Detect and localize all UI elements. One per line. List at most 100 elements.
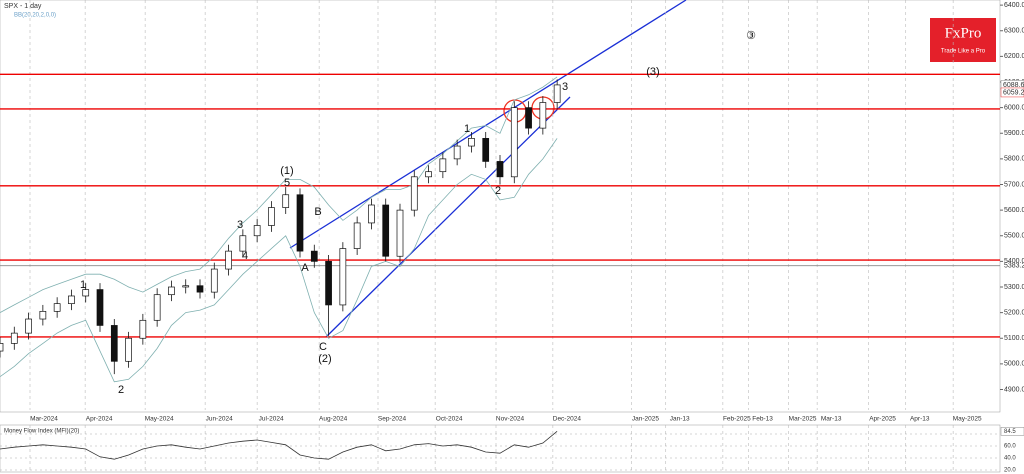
bollinger-lower bbox=[0, 138, 558, 383]
chart-title: SPX - 1 day bbox=[4, 3, 42, 10]
wave-label: 1 bbox=[464, 123, 470, 135]
candle-body bbox=[453, 145, 461, 160]
candle-body bbox=[410, 176, 418, 211]
candle-body bbox=[325, 261, 332, 306]
candle-body bbox=[168, 286, 175, 296]
y-tick-label: 6300.0 bbox=[1004, 28, 1024, 35]
mfi-last-label: 84.5 bbox=[1004, 429, 1016, 435]
mfi-tick-label: 40.0 bbox=[1004, 456, 1016, 462]
wave-label: 3 bbox=[237, 219, 243, 231]
x-tick-label: Apr-2025 bbox=[869, 416, 896, 423]
x-tick-label: Mar-2025 bbox=[789, 416, 817, 423]
x-tick-label: Dec-2024 bbox=[553, 416, 582, 423]
y-tick-label: 5600.0 bbox=[1004, 207, 1024, 214]
candle-body bbox=[525, 107, 532, 129]
y-tick-label: 5900.0 bbox=[1004, 130, 1024, 137]
price-marker-label: 6059.2 bbox=[1003, 89, 1024, 96]
y-tick-label: 5400.0 bbox=[1004, 258, 1024, 265]
candle-body bbox=[0, 343, 4, 352]
wave-label: (1) bbox=[280, 165, 293, 177]
mfi-tick-label: 20.0 bbox=[1004, 468, 1016, 474]
y-tick-label: 6000.0 bbox=[1004, 104, 1024, 111]
candle-body bbox=[239, 235, 247, 252]
x-tick-label: May-2024 bbox=[145, 416, 174, 423]
x-tick-label: Sep-2024 bbox=[378, 416, 407, 423]
x-tick-label: Mar-13 bbox=[821, 416, 842, 423]
mfi-tick-label: 60.0 bbox=[1004, 444, 1016, 450]
y-tick-label: 4900.0 bbox=[1004, 386, 1024, 393]
y-tick-label: 5700.0 bbox=[1004, 181, 1024, 188]
candle-body bbox=[210, 268, 218, 293]
candle-body bbox=[125, 337, 132, 362]
y-tick-label: 6400.0 bbox=[1004, 2, 1024, 9]
candle-body bbox=[68, 295, 75, 305]
brand-tagline: Trade Like a Pro bbox=[941, 49, 986, 55]
candle-body bbox=[53, 303, 61, 312]
candle-body bbox=[353, 222, 361, 249]
candle-body bbox=[182, 285, 190, 288]
price-level-label: 5383.2 bbox=[1004, 263, 1024, 270]
x-tick-label: Feb-13 bbox=[752, 416, 773, 423]
lower-trendline bbox=[325, 96, 571, 338]
candle-body bbox=[25, 318, 32, 334]
y-tick-label: 5200.0 bbox=[1004, 309, 1024, 316]
last-price-label: 6088.6 bbox=[1003, 82, 1024, 89]
x-tick-label: Apr-13 bbox=[910, 416, 930, 423]
mfi-panel bbox=[0, 424, 1001, 473]
price-box bbox=[1000, 427, 1024, 436]
y-tick-label: 5300.0 bbox=[1004, 284, 1024, 291]
y-tick-label: 6200.0 bbox=[1004, 53, 1024, 60]
wave-label: B bbox=[314, 206, 321, 218]
brand-logo bbox=[930, 18, 996, 62]
wave-label: 1 bbox=[80, 279, 86, 291]
x-tick-label: Jul-2024 bbox=[259, 416, 284, 423]
wave-label: 2 bbox=[118, 384, 124, 396]
candle-body bbox=[425, 171, 432, 178]
candle-body bbox=[382, 204, 390, 257]
wave-label: 5 bbox=[284, 177, 290, 189]
price-panel bbox=[0, 0, 1001, 413]
candle-body bbox=[482, 138, 490, 162]
candle-body bbox=[153, 294, 161, 321]
candle-body bbox=[253, 225, 261, 237]
candle-body bbox=[196, 285, 204, 293]
mfi-title: Money Flow Index (MFI)(20) bbox=[4, 429, 79, 435]
x-tick-label: Mar-2024 bbox=[30, 416, 58, 423]
x-tick-label: Oct-2024 bbox=[436, 416, 463, 423]
wave-label: ③ bbox=[746, 30, 756, 42]
wave-label: C bbox=[319, 341, 327, 353]
upper-trendline bbox=[289, 0, 687, 249]
candle-body bbox=[510, 107, 518, 178]
candle-body bbox=[468, 138, 475, 147]
indicator-label: BB(20,20,2,0,0) bbox=[14, 13, 56, 19]
candle-body bbox=[10, 332, 18, 344]
wave-label: A bbox=[301, 262, 309, 274]
wave-label: 3 bbox=[562, 81, 568, 93]
x-tick-label: Aug-2024 bbox=[319, 416, 348, 423]
x-tick-label: Jan-13 bbox=[670, 416, 690, 423]
wave-label: 4 bbox=[242, 250, 248, 262]
wave-label: (2) bbox=[318, 353, 331, 365]
wave-label: 2 bbox=[495, 185, 501, 197]
price-box bbox=[1000, 87, 1024, 98]
wave-label: (3) bbox=[646, 66, 659, 78]
candle-body bbox=[496, 161, 504, 178]
candle-body bbox=[439, 158, 447, 173]
y-tick-label: 5800.0 bbox=[1004, 156, 1024, 163]
candle-body bbox=[268, 207, 275, 226]
candle-body bbox=[110, 325, 118, 362]
candle-body bbox=[282, 194, 290, 208]
bollinger-upper bbox=[0, 76, 558, 313]
y-tick-label: 5100.0 bbox=[1004, 335, 1024, 342]
candle-body bbox=[96, 289, 104, 326]
mfi-line bbox=[0, 430, 558, 460]
candle-body bbox=[368, 204, 375, 224]
candle-body bbox=[82, 289, 90, 297]
x-tick-label: Jan-2025 bbox=[632, 416, 659, 423]
x-tick-label: Feb-2025 bbox=[723, 416, 751, 423]
candle-body bbox=[225, 250, 232, 270]
candle-body bbox=[339, 248, 347, 306]
x-tick-label: Apr-2024 bbox=[86, 416, 113, 423]
candle-body bbox=[553, 84, 561, 103]
